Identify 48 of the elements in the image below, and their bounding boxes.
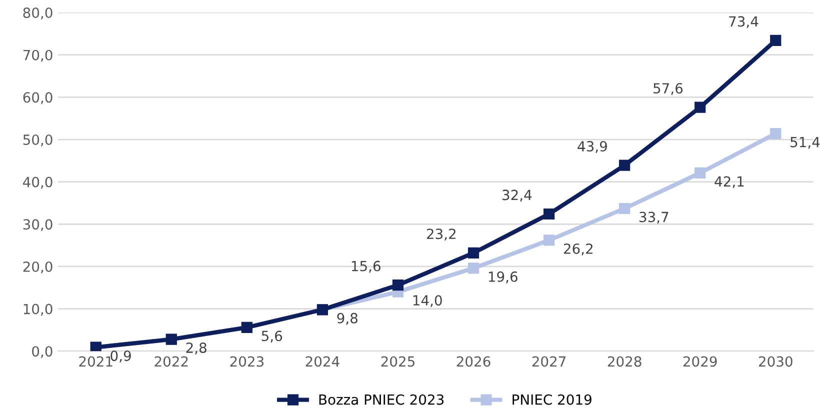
point (392, 280, 404, 291)
x-tick-label: 2024 (306, 356, 340, 367)
data-label: 0,9 (110, 350, 131, 362)
legend-label: PNIEC 2019 (512, 394, 592, 405)
x-tick-label: 2025 (381, 356, 414, 367)
data-label: 73,4 (729, 16, 758, 28)
y-tick-label: 80,0 (23, 8, 52, 20)
data-label: 51,4 (790, 137, 820, 149)
point (543, 234, 555, 246)
x-tick-label: 2021 (79, 356, 112, 367)
data-label: 33,7 (640, 212, 668, 224)
y-tick-label: 20,0 (23, 261, 52, 274)
data-label: 42,1 (714, 176, 744, 188)
point (619, 202, 630, 214)
y-tick-label: 0,0 (32, 346, 52, 358)
x-tick-label: 2027 (532, 356, 566, 367)
point (694, 167, 706, 178)
data-label: 57,6 (654, 83, 683, 95)
legend-label: Bozza PNIEC 2023 (319, 394, 444, 405)
y-tick-label: 10,0 (24, 304, 52, 316)
data-label: 15,6 (352, 260, 380, 273)
x-tick-label: 2029 (683, 356, 717, 367)
data-label: 32,4 (502, 190, 532, 202)
y-tick-label: 70,0 (23, 50, 52, 62)
y-tick-label: 50,0 (23, 134, 52, 146)
data-label: 2,8 (186, 342, 206, 354)
y-tick-label: 40,0 (22, 176, 52, 189)
y-tick-label: 60,0 (23, 92, 52, 104)
data-label: 9,8 (337, 312, 358, 325)
data-label: 43,9 (578, 141, 607, 153)
x-tick-label: 2028 (608, 356, 642, 367)
point (770, 34, 782, 46)
point (468, 262, 480, 274)
x-tick-label: 2023 (230, 356, 264, 367)
y-tick-label: 30,0 (23, 219, 52, 232)
x-tick-label: 2022 (154, 356, 188, 367)
data-label: 26,2 (564, 243, 592, 256)
point (619, 160, 630, 171)
point (543, 208, 555, 220)
data-label: 19,6 (488, 271, 518, 284)
point (468, 247, 480, 258)
x-tick-label: 2026 (456, 356, 490, 367)
x-tick-label: 2030 (758, 356, 792, 367)
data-label: 14,0 (413, 295, 442, 308)
point (770, 128, 782, 140)
point (694, 102, 706, 113)
data-label: 5,6 (262, 330, 282, 343)
data-label: 23,2 (426, 228, 456, 241)
